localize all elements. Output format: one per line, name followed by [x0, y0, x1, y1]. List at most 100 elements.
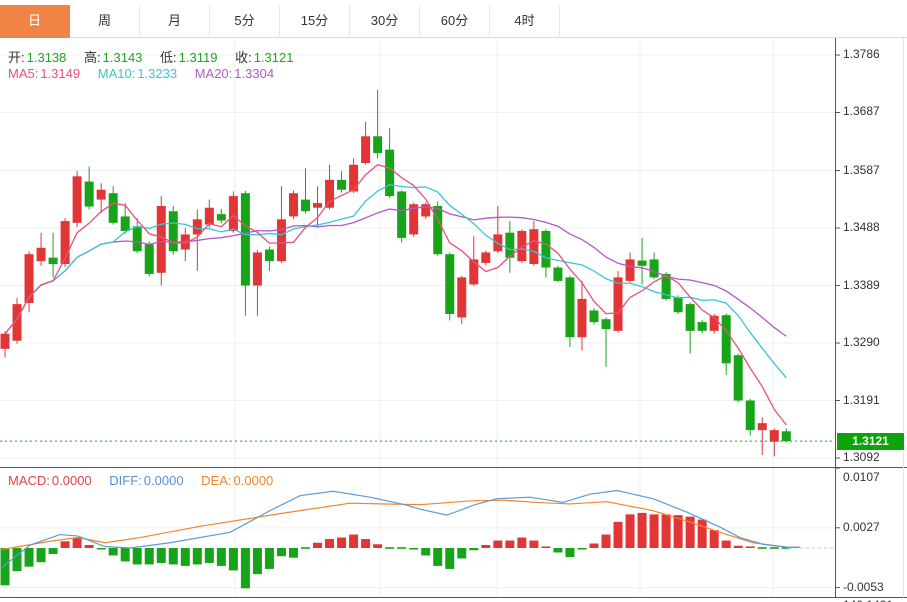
macd-bar — [673, 515, 683, 548]
diff-value: 0.0000 — [143, 473, 184, 488]
macd-bar — [264, 548, 274, 569]
price-axis-label: 1.3587 — [843, 162, 880, 177]
ohlc-legend: 开: 1.3138 高: 1.3143 低: 1.3119 收: 1.3121 — [8, 47, 307, 66]
macd-bar — [216, 548, 226, 566]
candle — [685, 304, 695, 331]
macd-bar — [565, 548, 575, 557]
macd-bar — [541, 546, 551, 548]
candle — [240, 193, 250, 286]
candle — [276, 219, 286, 262]
diff-label: DIFF: — [109, 473, 142, 488]
candle — [421, 204, 431, 217]
candle — [264, 249, 274, 262]
macd-bar — [192, 548, 202, 565]
candle — [36, 247, 46, 262]
macd-bar — [709, 530, 719, 548]
open-label: 开: — [8, 50, 25, 65]
macd-axis-label: -0.0053 — [843, 579, 884, 594]
macd-bar — [96, 548, 106, 550]
candle — [313, 203, 323, 208]
timeframe-tab-1[interactable]: 周 — [70, 5, 140, 38]
macd-bar — [84, 545, 94, 548]
macd-bar — [685, 516, 695, 548]
macd-axis-label: 0.0027 — [843, 519, 880, 534]
macd-bar — [601, 534, 611, 548]
macd-bar — [144, 548, 154, 565]
ma10-value: 1.3233 — [137, 66, 178, 81]
candle — [769, 430, 779, 442]
price-axis-label: 1.3092 — [843, 450, 880, 464]
low-value: 1.3119 — [178, 50, 218, 65]
candle — [192, 219, 202, 235]
candle — [349, 164, 359, 192]
candle — [252, 252, 262, 286]
candle — [517, 230, 527, 262]
candle — [301, 199, 310, 212]
macd-bar — [625, 514, 635, 548]
timeframe-tab-5[interactable]: 30分 — [350, 5, 420, 38]
macd-bar — [108, 548, 118, 556]
macd-bar — [132, 548, 142, 565]
candle — [228, 196, 238, 231]
candle — [661, 273, 671, 299]
timeframe-tab-2[interactable]: 月 — [140, 5, 210, 38]
timeframe-tab-7[interactable]: 4时 — [490, 5, 560, 38]
candle — [505, 232, 515, 258]
timeframe-tab-0[interactable]: 日 — [0, 5, 70, 38]
macd-bar — [301, 547, 310, 549]
candle — [108, 193, 118, 223]
timeframe-tab-6[interactable]: 60分 — [420, 5, 490, 38]
price-axis-label: 1.3786 — [843, 47, 880, 61]
candle — [673, 297, 683, 313]
macd-bar — [337, 537, 347, 548]
close-label: 收: — [235, 50, 252, 65]
macd-bar — [481, 545, 491, 548]
price-axis-label: 1.3290 — [843, 335, 880, 350]
candle — [433, 205, 443, 255]
macd-bar — [373, 544, 383, 548]
macd-bar — [72, 537, 82, 548]
candle — [24, 254, 34, 303]
candle — [649, 259, 659, 278]
dea-label: DEA: — [201, 473, 232, 488]
candle — [733, 355, 743, 401]
macd-bar — [529, 540, 539, 548]
macd-bar — [228, 548, 238, 571]
macd-bar — [469, 548, 479, 551]
candle — [625, 259, 635, 281]
macd-bar — [697, 519, 707, 548]
candle — [553, 267, 563, 281]
macd-bar — [733, 545, 743, 548]
macd-bar — [12, 548, 22, 572]
candle — [204, 207, 214, 225]
ma10-label: MA10: — [97, 66, 136, 81]
current-price-badge: 1.3121 — [837, 432, 904, 450]
price-axis-label: 1.3488 — [843, 220, 880, 235]
candle — [529, 229, 539, 265]
candle — [565, 277, 575, 338]
ma5-value: 1.3149 — [40, 66, 81, 81]
price-axis-label: 1.3191 — [843, 392, 880, 407]
timeframe-tab-3[interactable]: 5分 — [210, 5, 280, 38]
close-value: 1.3121 — [253, 50, 294, 65]
macd-axis-label: 0.0107 — [843, 470, 880, 484]
dea-line — [1, 499, 800, 551]
candle — [0, 333, 10, 349]
macd-value: 0.0000 — [51, 473, 92, 488]
candle — [361, 136, 371, 164]
high-label: 高: — [84, 50, 101, 65]
candle — [457, 277, 467, 318]
macd-legend: MACD: 0.0000 DIFF: 0.0000 DEA: 0.0000 — [8, 473, 287, 488]
macd-label: MACD: — [8, 473, 50, 488]
timeframe-tab-4[interactable]: 15分 — [280, 5, 350, 38]
macd-bar — [757, 547, 767, 549]
candle — [721, 315, 731, 364]
candle — [745, 400, 755, 431]
candle — [144, 244, 154, 274]
candle — [637, 260, 647, 266]
candle — [385, 149, 395, 197]
macd-bar — [252, 548, 262, 575]
macd-bar — [313, 542, 323, 548]
ma5-line — [4, 164, 787, 426]
macd-bar — [180, 548, 190, 566]
